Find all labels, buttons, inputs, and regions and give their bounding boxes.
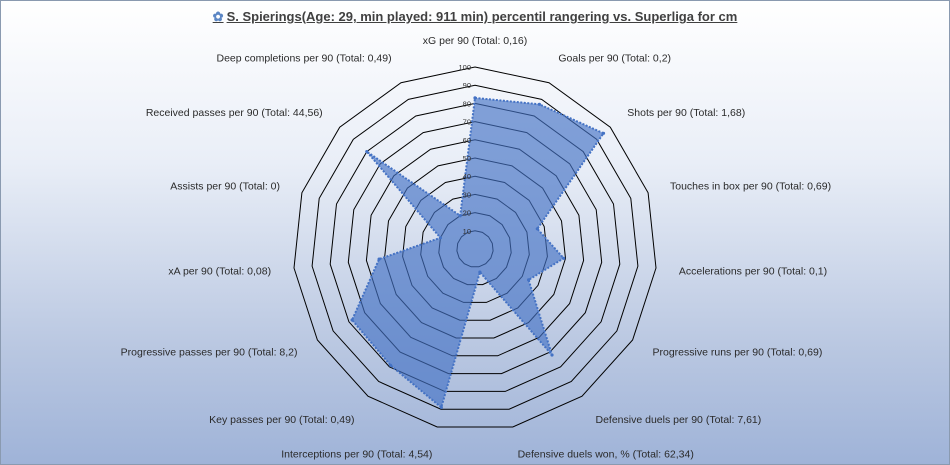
data-point-10 [388, 363, 393, 367]
tick-label-20: 20 [463, 209, 471, 218]
data-point-2 [537, 102, 542, 106]
data-point-7 [550, 353, 554, 357]
axis-labels: xG per 90 (Total: 0,16) Goals per 90 (Tot… [121, 35, 831, 461]
axis-label-11: Progressive passes per 90 (Total: 8,2) [121, 347, 298, 359]
tick-label-40: 40 [463, 172, 471, 181]
tick-label-100: 100 [458, 63, 471, 72]
axis-label-10: Key passes per 90 (Total: 0,49) [209, 414, 354, 426]
axis-label-9: Interceptions per 90 (Total: 4,54) [281, 449, 432, 461]
series-area [350, 96, 606, 410]
grid-ring-90 [311, 84, 639, 410]
grid-ring-70 [347, 121, 603, 375]
axis-label-6: Progressive runs per 90 (Total: 0,69) [653, 347, 823, 359]
grid-ring-60 [365, 139, 585, 357]
axis-label-8: Defensive duels won, % (Total: 62,34) [518, 449, 694, 461]
tick-label-60: 60 [463, 136, 471, 145]
data-point-15 [458, 214, 462, 218]
data-point-6 [527, 278, 531, 282]
axis-label-1: xG per 90 (Total: 0,16) [423, 35, 527, 47]
axis-label-3: Shots per 90 (Total: 1,68) [627, 107, 745, 119]
axis-label-7: Defensive duels per 90 (Total: 7,61) [596, 414, 762, 426]
data-point-9 [439, 405, 443, 409]
data-point-1 [473, 96, 477, 100]
chart-title-text: S. Spierings(Age: 29, min played: 911 mi… [226, 9, 738, 24]
data-point-3 [601, 131, 606, 135]
data-point-14 [365, 150, 369, 154]
data-point-12 [377, 257, 381, 261]
axis-label-12: xA per 90 (Total: 0,08) [168, 265, 271, 277]
data-point-4 [535, 227, 539, 231]
tick-label-30: 30 [463, 190, 471, 199]
axis-label-5: Accelerations per 90 (Total: 0,1) [679, 265, 827, 277]
axis-label-14: Received passes per 90 (Total: 44,56) [146, 107, 323, 119]
grid-ring-100 [293, 66, 657, 428]
series-layer [350, 96, 606, 410]
tick-label-10: 10 [463, 227, 471, 236]
tick-labels: 10 20 30 40 50 60 70 80 90 100 [458, 63, 471, 236]
data-point-11 [350, 318, 354, 322]
axis-label-2: Goals per 90 (Total: 0,2) [558, 53, 671, 65]
data-point-8 [478, 270, 482, 274]
axis-label-15: Deep completions per 90 (Total: 0,49) [216, 53, 391, 65]
tick-label-70: 70 [463, 118, 471, 127]
tick-label-90: 90 [463, 81, 471, 90]
flower-icon: ✿ [212, 9, 224, 24]
axis-label-13: Assists per 90 (Total: 0) [170, 181, 280, 193]
axis-label-4: Touches in box per 90 (Total: 0,69) [670, 181, 831, 193]
grid-ring-80 [329, 102, 621, 392]
data-point-5 [562, 256, 566, 260]
tick-label-80: 80 [463, 99, 471, 108]
chart-title: ✿ S. Spierings(Age: 29, min played: 911 m… [1, 9, 949, 25]
tick-label-50: 50 [463, 154, 471, 163]
data-point-13 [438, 236, 442, 240]
